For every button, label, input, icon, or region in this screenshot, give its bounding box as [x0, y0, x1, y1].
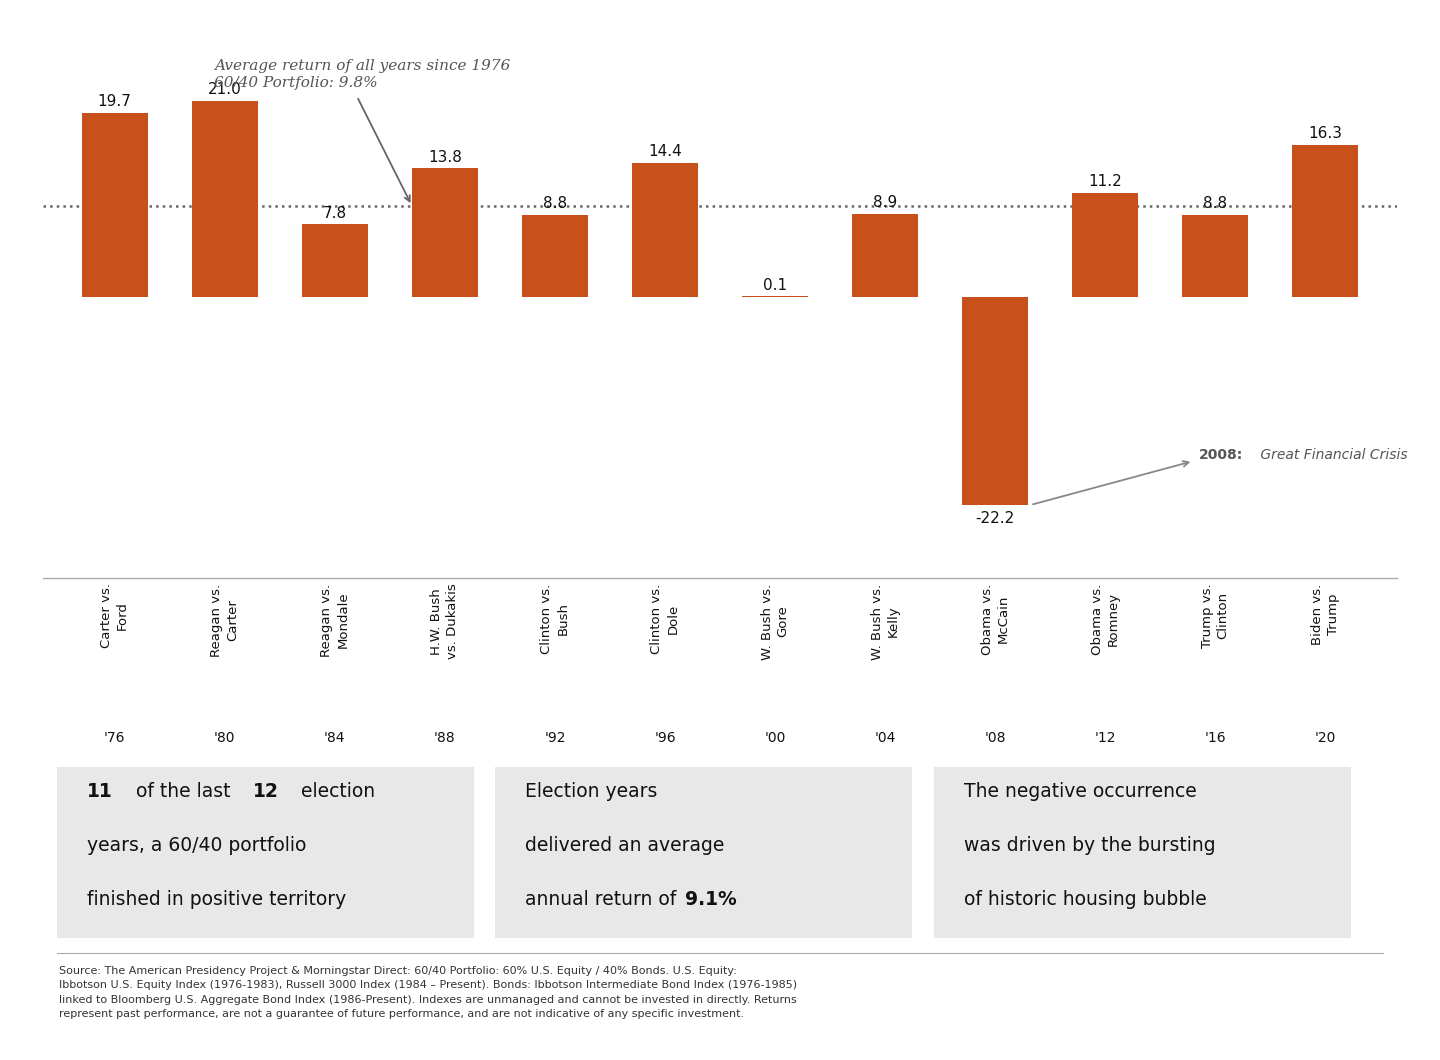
- Text: 19.7: 19.7: [98, 94, 131, 109]
- Text: 8.8: 8.8: [1204, 196, 1227, 211]
- Text: W. Bush vs.
Gore: W. Bush vs. Gore: [760, 583, 789, 659]
- Text: Carter vs.
Ford: Carter vs. Ford: [101, 583, 130, 649]
- Text: Clinton vs.
Bush: Clinton vs. Bush: [540, 583, 569, 654]
- Text: '80: '80: [215, 730, 236, 745]
- Text: of historic housing bubble: of historic housing bubble: [963, 890, 1207, 908]
- Text: delivered an average: delivered an average: [526, 835, 724, 854]
- Text: '16: '16: [1204, 730, 1225, 745]
- Text: 12: 12: [253, 781, 279, 800]
- Text: 7.8: 7.8: [323, 206, 347, 220]
- Text: annual return of: annual return of: [526, 890, 683, 908]
- Text: of the last: of the last: [130, 781, 236, 800]
- Text: Reagan vs.
Mondale: Reagan vs. Mondale: [320, 583, 350, 656]
- Text: Great Financial Crisis: Great Financial Crisis: [1256, 447, 1407, 461]
- Text: 16.3: 16.3: [1309, 126, 1342, 141]
- Text: '84: '84: [324, 730, 346, 745]
- Text: Reagan vs.
Carter: Reagan vs. Carter: [210, 583, 239, 656]
- Text: '20: '20: [1315, 730, 1336, 745]
- Text: 14.4: 14.4: [648, 144, 683, 159]
- Bar: [192, 101, 258, 298]
- Text: 8.8: 8.8: [543, 196, 567, 211]
- Text: Average return of all years since 1976: Average return of all years since 1976: [213, 59, 510, 73]
- Text: 11: 11: [86, 781, 112, 800]
- Text: Obama vs.
Romney: Obama vs. Romney: [1090, 583, 1120, 655]
- Text: 11.2: 11.2: [1089, 174, 1122, 189]
- Text: election: election: [295, 781, 374, 800]
- Text: 2008:: 2008:: [1198, 447, 1243, 461]
- Text: 13.8: 13.8: [428, 149, 462, 164]
- Text: '12: '12: [1094, 730, 1116, 745]
- Text: years, a 60/40 portfolio: years, a 60/40 portfolio: [86, 835, 305, 854]
- Bar: [412, 169, 478, 298]
- Text: Trump vs.
Clinton: Trump vs. Clinton: [1201, 583, 1230, 648]
- Text: -22.2: -22.2: [975, 511, 1015, 526]
- Bar: [521, 215, 588, 298]
- Text: '88: '88: [433, 730, 455, 745]
- Text: Clinton vs.
Dole: Clinton vs. Dole: [651, 583, 680, 654]
- Text: Biden vs.
Trump: Biden vs. Trump: [1310, 583, 1339, 644]
- FancyBboxPatch shape: [935, 766, 1351, 938]
- Bar: [632, 162, 698, 298]
- Text: '92: '92: [544, 730, 566, 745]
- Text: 8.9: 8.9: [873, 195, 897, 210]
- Bar: [1182, 215, 1248, 298]
- Text: 21.0: 21.0: [207, 83, 242, 98]
- Text: Obama vs.
McCain: Obama vs. McCain: [981, 583, 1009, 655]
- Bar: [962, 298, 1028, 505]
- FancyBboxPatch shape: [495, 766, 912, 938]
- Bar: [1292, 145, 1358, 298]
- Text: W. Bush vs.
Kelly: W. Bush vs. Kelly: [871, 583, 900, 659]
- Text: The negative occurrence: The negative occurrence: [963, 781, 1197, 800]
- Text: finished in positive territory: finished in positive territory: [86, 890, 346, 908]
- Bar: [1073, 193, 1138, 298]
- Text: '76: '76: [104, 730, 125, 745]
- Text: Election years: Election years: [526, 781, 658, 800]
- Text: '04: '04: [874, 730, 896, 745]
- Text: 9.1%: 9.1%: [685, 890, 736, 908]
- Text: Source: The American Presidency Project & Morningstar Direct: 60/40 Portfolio: 6: Source: The American Presidency Project …: [59, 966, 798, 1020]
- Text: '96: '96: [654, 730, 675, 745]
- Bar: [302, 225, 367, 298]
- Text: '00: '00: [765, 730, 786, 745]
- FancyBboxPatch shape: [56, 766, 474, 938]
- Text: was driven by the bursting: was driven by the bursting: [963, 835, 1215, 854]
- Text: H.W. Bush
vs. Dukakis: H.W. Bush vs. Dukakis: [431, 583, 459, 659]
- Bar: [852, 214, 919, 298]
- Bar: [82, 113, 148, 298]
- Text: 0.1: 0.1: [763, 278, 788, 293]
- Text: '08: '08: [985, 730, 1007, 745]
- Text: 60/40 Portfolio: 9.8%: 60/40 Portfolio: 9.8%: [213, 75, 377, 90]
